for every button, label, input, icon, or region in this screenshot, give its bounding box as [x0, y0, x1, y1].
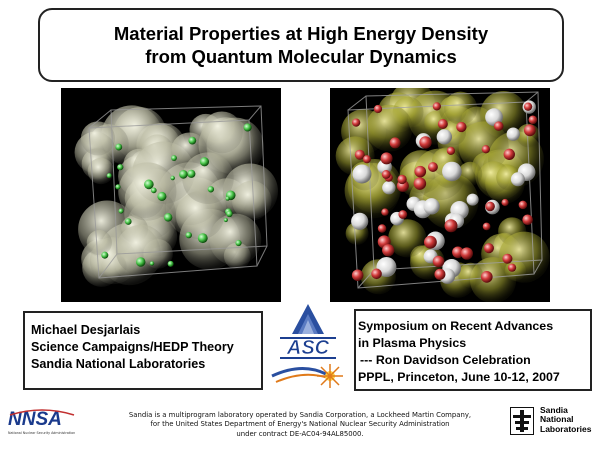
nnsa-logo-text: NNSA: [8, 409, 62, 430]
asc-logo: ASC: [262, 300, 354, 392]
sandia-logo-text: Sandia National Laboratories: [540, 405, 592, 434]
title-box: Material Properties at High Energy Densi…: [38, 8, 564, 82]
author-box: Michael Desjarlais Science Campaigns/HED…: [23, 311, 263, 390]
footer-line-1: Sandia is a multiprogram laboratory oper…: [128, 411, 472, 419]
simulation-image-left: [61, 88, 281, 302]
simulation-box-outline: [347, 91, 543, 289]
author-name: Michael Desjarlais: [31, 323, 141, 337]
title-line-1: Material Properties at High Energy Densi…: [113, 23, 489, 44]
footer-disclaimer: Sandia is a multiprogram laboratory oper…: [118, 411, 482, 439]
electron-density-cloud: [335, 88, 550, 302]
simulation-image-right: [330, 88, 550, 302]
event-field: in Plasma Physics: [358, 336, 467, 350]
sandia-logo: Sandia National Laboratories: [510, 405, 600, 441]
event-celebration: --- Ron Davidson Celebration: [360, 353, 531, 367]
asc-swoosh-icon: [271, 367, 327, 378]
red-and-white-atoms: [351, 100, 538, 284]
starburst-icon: [317, 364, 343, 388]
event-location-date: PPPL, Princeton, June 10-12, 2007: [358, 370, 560, 384]
asc-logo-text: ASC: [286, 337, 330, 359]
event-box: Symposium on Recent Advances in Plasma P…: [354, 309, 592, 391]
green-atoms: [101, 123, 252, 267]
nnsa-logo: NNSA National Nuclear Security Administr…: [6, 407, 78, 439]
title-line-2: from Quantum Molecular Dynamics: [145, 46, 457, 67]
thunderbird-icon: [510, 407, 534, 435]
footer-line-3: under contract DE-AC04-94AL85000.: [236, 429, 364, 438]
electron-density-cloud: [74, 105, 278, 287]
nnsa-logo-subtext: National Nuclear Security Administration: [8, 431, 75, 435]
event-name: Symposium on Recent Advances: [358, 319, 554, 333]
author-program: Science Campaigns/HEDP Theory: [31, 340, 234, 354]
author-affiliation: Sandia National Laboratories: [31, 357, 206, 371]
simulation-box-outline: [88, 105, 268, 279]
footer-line-2: for the United States Department of Ener…: [150, 420, 450, 429]
